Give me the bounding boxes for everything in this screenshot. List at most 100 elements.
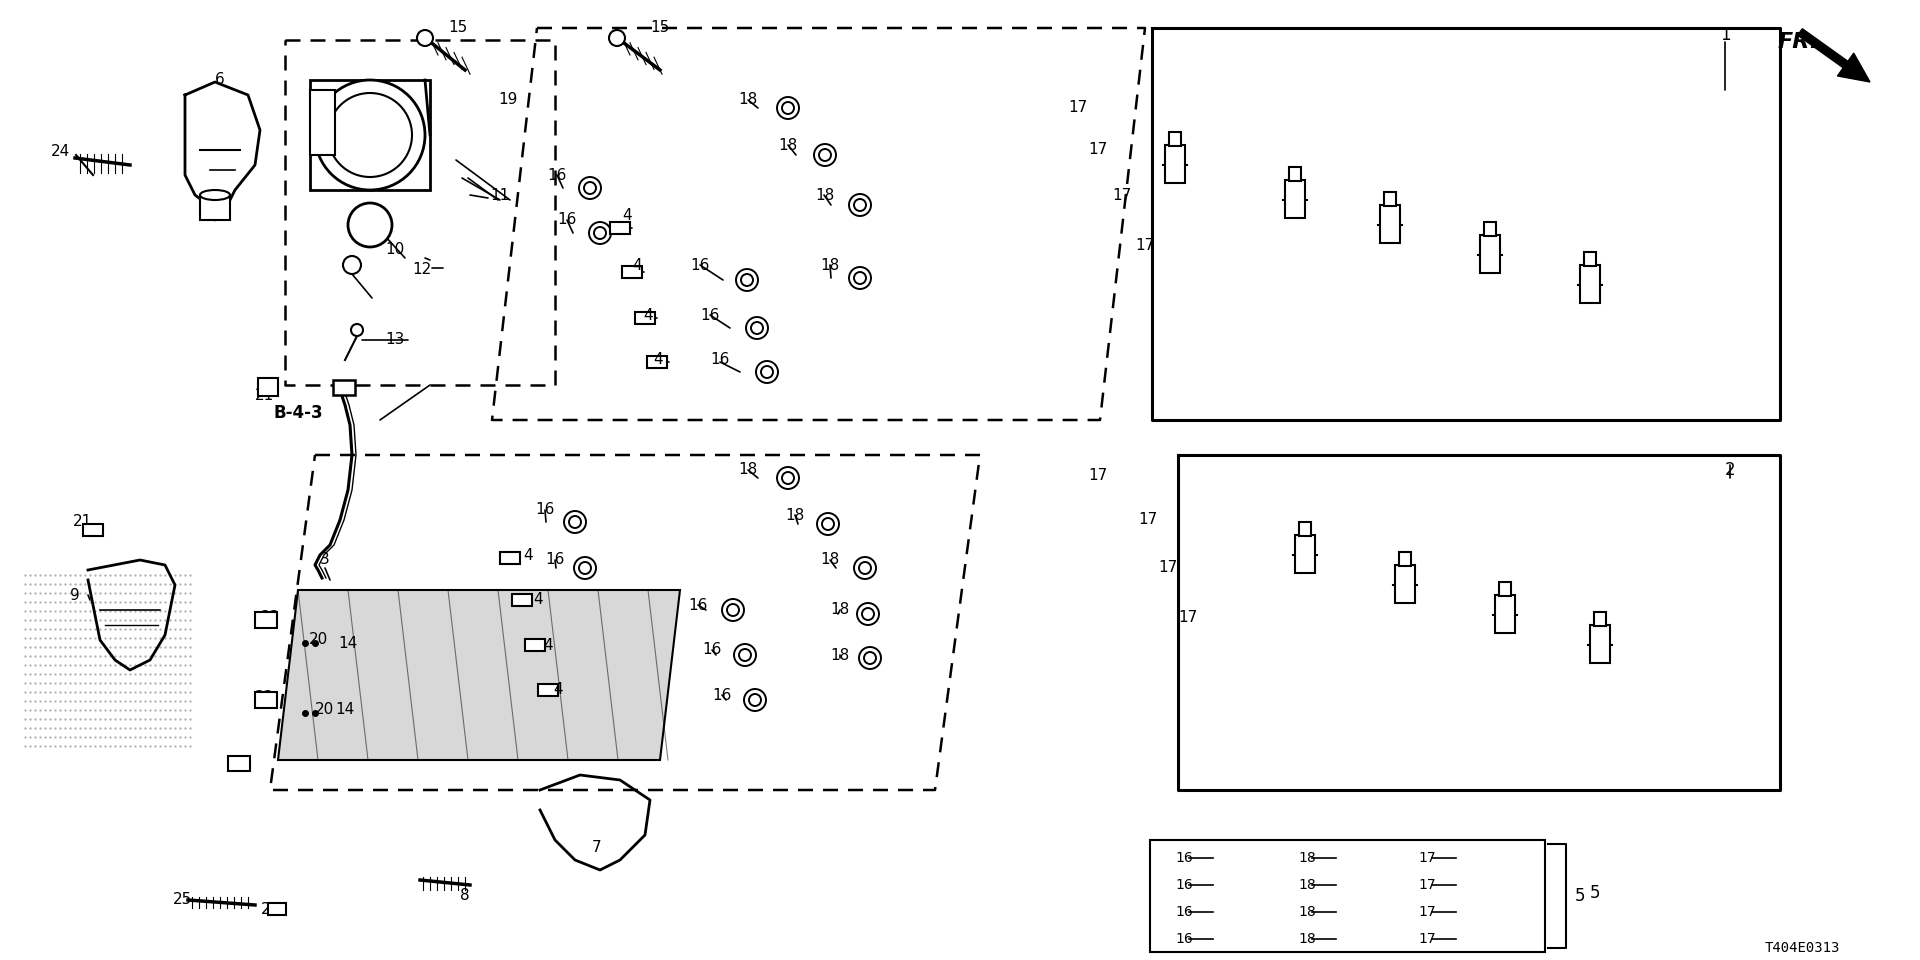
Bar [1496, 595, 1515, 633]
Text: 21: 21 [255, 388, 275, 402]
Bar [1396, 565, 1415, 603]
Circle shape [1453, 876, 1473, 894]
Circle shape [1334, 849, 1352, 867]
Circle shape [1212, 849, 1229, 867]
Circle shape [1338, 934, 1348, 944]
Bar [647, 356, 666, 368]
Circle shape [1338, 880, 1348, 890]
Circle shape [814, 144, 835, 166]
Circle shape [735, 269, 758, 291]
Circle shape [849, 194, 872, 216]
Circle shape [580, 562, 591, 574]
Circle shape [568, 516, 582, 528]
Circle shape [1334, 930, 1352, 948]
Circle shape [1215, 853, 1225, 863]
Circle shape [854, 199, 866, 211]
Circle shape [858, 562, 872, 574]
Text: 16: 16 [710, 352, 730, 368]
Circle shape [348, 203, 392, 247]
Bar [83, 524, 104, 536]
Text: 4: 4 [643, 307, 653, 323]
Circle shape [1457, 853, 1469, 863]
Bar [1584, 252, 1596, 266]
Bar [228, 756, 250, 771]
Circle shape [728, 604, 739, 616]
Bar [1300, 522, 1311, 536]
Text: 17: 17 [1112, 187, 1131, 203]
Bar [1284, 180, 1306, 218]
Text: 17: 17 [1419, 905, 1436, 919]
Text: 17: 17 [1419, 878, 1436, 892]
Text: 17: 17 [1089, 468, 1108, 483]
Circle shape [584, 182, 595, 194]
Text: 6: 6 [215, 73, 225, 87]
Text: 21: 21 [261, 902, 280, 918]
Bar [200, 195, 230, 220]
Text: 13: 13 [386, 332, 405, 348]
Circle shape [760, 366, 774, 378]
Bar [1400, 552, 1411, 566]
Circle shape [564, 511, 586, 533]
Bar [636, 312, 655, 324]
Text: 17: 17 [1135, 237, 1154, 252]
Text: 18: 18 [816, 187, 835, 203]
Text: 17: 17 [1089, 142, 1108, 157]
Text: 17: 17 [1158, 561, 1177, 575]
Text: 20: 20 [315, 703, 334, 717]
Circle shape [1212, 930, 1229, 948]
Text: 22: 22 [261, 611, 280, 626]
Bar [1580, 265, 1599, 303]
Text: 4: 4 [632, 257, 641, 273]
Bar [1150, 840, 1546, 952]
Text: 14: 14 [338, 636, 357, 651]
Bar [309, 90, 334, 155]
Bar [538, 684, 559, 696]
Circle shape [858, 647, 881, 669]
Text: 18: 18 [1298, 851, 1315, 865]
Text: 15: 15 [449, 20, 468, 36]
Circle shape [749, 694, 760, 706]
Bar [1384, 192, 1396, 206]
Circle shape [580, 177, 601, 199]
Text: 20: 20 [309, 633, 328, 647]
Text: 12: 12 [413, 262, 432, 277]
Text: 18: 18 [1298, 878, 1315, 892]
Bar [1380, 205, 1400, 243]
Circle shape [593, 227, 607, 239]
Circle shape [741, 274, 753, 286]
Polygon shape [278, 590, 680, 760]
Circle shape [328, 93, 413, 177]
Text: 16: 16 [1175, 905, 1192, 919]
Text: 4: 4 [543, 637, 553, 653]
Text: 23: 23 [234, 756, 253, 771]
Bar [257, 378, 278, 396]
Text: 4: 4 [653, 352, 662, 368]
Circle shape [1212, 903, 1229, 921]
Text: 17: 17 [1419, 932, 1436, 946]
Text: 4: 4 [534, 592, 543, 608]
Text: 16: 16 [701, 307, 720, 323]
Circle shape [1334, 903, 1352, 921]
Text: 5: 5 [1574, 887, 1586, 905]
Text: 16: 16 [687, 597, 708, 612]
Bar [1288, 167, 1302, 181]
Text: 16: 16 [536, 502, 555, 517]
Bar [255, 612, 276, 628]
Text: 17: 17 [1419, 851, 1436, 865]
Bar [1590, 625, 1611, 663]
Text: 18: 18 [739, 463, 758, 477]
Circle shape [818, 513, 839, 535]
Text: 3: 3 [321, 553, 330, 567]
Circle shape [849, 267, 872, 289]
Circle shape [1215, 934, 1225, 944]
Text: 21: 21 [73, 515, 92, 530]
Text: 16: 16 [1175, 932, 1192, 946]
Circle shape [1215, 907, 1225, 917]
Circle shape [733, 644, 756, 666]
Circle shape [854, 272, 866, 284]
Circle shape [1212, 876, 1229, 894]
Circle shape [1453, 849, 1473, 867]
Circle shape [856, 603, 879, 625]
Bar [1165, 145, 1185, 183]
Circle shape [862, 608, 874, 620]
